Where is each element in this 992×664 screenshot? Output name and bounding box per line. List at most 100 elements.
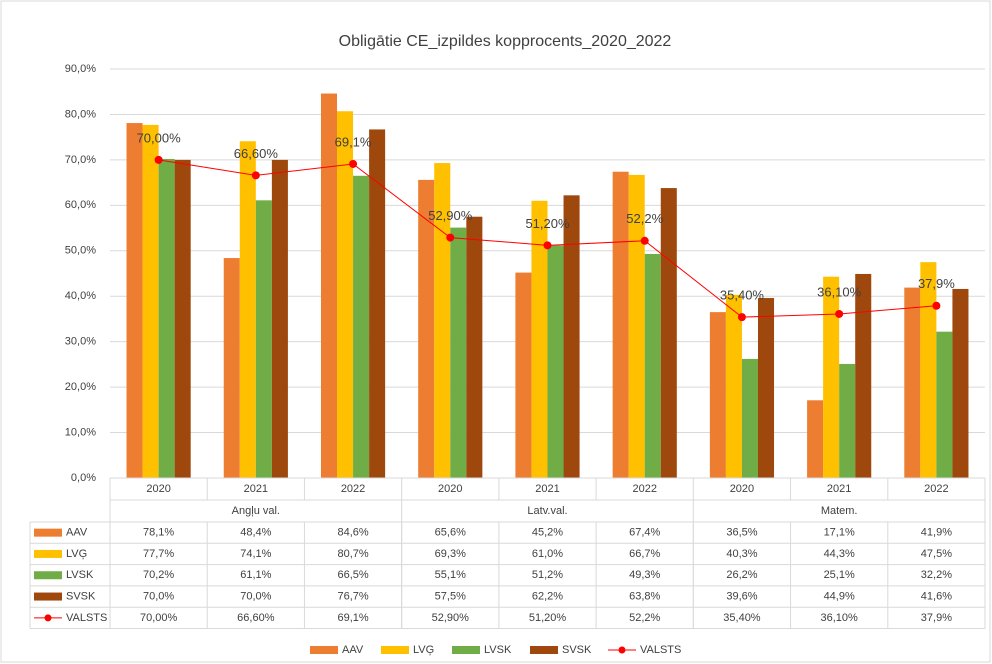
- table-series-name: LVĢ: [66, 548, 87, 560]
- y-tick-label: 0,0%: [71, 472, 96, 484]
- line-marker: [446, 233, 455, 242]
- bar: [353, 175, 370, 479]
- table-cell: 70,00%: [140, 612, 178, 624]
- table-cell: 66,5%: [337, 569, 368, 581]
- table-cell: 48,4%: [240, 527, 271, 539]
- bar: [369, 129, 386, 479]
- table-cell: 61,0%: [532, 548, 563, 560]
- table-cell: 35,40%: [723, 612, 761, 624]
- bar: [563, 195, 580, 478]
- table-cell: 69,3%: [435, 548, 466, 560]
- table-cell: 45,2%: [532, 527, 563, 539]
- table-cell: 17,1%: [824, 527, 855, 539]
- bar: [337, 111, 354, 478]
- group-label: Angļu val.: [232, 505, 280, 517]
- bar: [757, 298, 775, 478]
- bar: [255, 200, 272, 478]
- x-tick-label: 2022: [632, 483, 656, 495]
- bar: [271, 159, 288, 478]
- table-cell: 52,2%: [629, 612, 660, 624]
- table-cell: 41,9%: [921, 527, 952, 539]
- bar: [920, 262, 937, 478]
- bar: [839, 363, 856, 478]
- table-cell: 40,3%: [726, 548, 757, 560]
- table-cell: 39,6%: [726, 590, 757, 602]
- line-marker: [932, 301, 941, 310]
- data-label: 35,40%: [720, 288, 765, 303]
- x-tick-label: 2022: [924, 483, 948, 495]
- table-cell: 77,7%: [143, 548, 174, 560]
- line-marker: [349, 159, 358, 168]
- table-cell: 63,8%: [629, 590, 660, 602]
- table-cell: 47,5%: [921, 548, 952, 560]
- data-label: 70,00%: [137, 130, 182, 145]
- y-tick-label: 80,0%: [65, 108, 96, 120]
- y-tick-label: 30,0%: [65, 336, 96, 348]
- table-cell: 78,1%: [143, 527, 174, 539]
- table-cell: 44,3%: [824, 548, 855, 560]
- x-tick-label: 2022: [341, 483, 365, 495]
- table-cell: 62,2%: [532, 590, 563, 602]
- table-series-name: VALSTS: [66, 612, 107, 624]
- bar: [644, 253, 661, 478]
- bar: [547, 245, 564, 478]
- table-cell: 70,2%: [143, 569, 174, 581]
- bar: [709, 312, 726, 478]
- bar: [807, 400, 824, 478]
- table-cell: 66,7%: [629, 548, 660, 560]
- x-tick-label: 2021: [244, 483, 268, 495]
- x-tick-label: 2020: [146, 483, 170, 495]
- legend-label: SVSK: [562, 644, 592, 656]
- x-tick-label: 2020: [438, 483, 462, 495]
- legend-key-swatch: [310, 646, 338, 654]
- bar: [158, 158, 175, 479]
- bar: [660, 188, 677, 478]
- table-cell: 51,20%: [529, 612, 567, 624]
- legend-label: AAV: [342, 644, 364, 656]
- data-label: 36,10%: [817, 284, 862, 299]
- line-marker: [835, 309, 844, 318]
- x-tick-label: 2021: [827, 483, 851, 495]
- line-marker: [251, 171, 260, 180]
- table-cell: 36,5%: [726, 527, 757, 539]
- table-series-name: SVSK: [66, 590, 96, 602]
- bar: [628, 174, 645, 478]
- table-cell: 80,7%: [337, 548, 368, 560]
- line-marker: [543, 241, 552, 250]
- table-cell: 32,2%: [921, 569, 952, 581]
- table-cell: 36,10%: [821, 612, 859, 624]
- bar: [855, 273, 872, 478]
- table-cell: 84,6%: [337, 527, 368, 539]
- table-cell: 52,90%: [432, 612, 470, 624]
- bar: [612, 171, 629, 478]
- bar: [936, 331, 953, 478]
- table-series-name: AAV: [66, 527, 88, 539]
- bar: [450, 227, 467, 478]
- bar: [142, 124, 159, 478]
- table-cell: 61,1%: [240, 569, 271, 581]
- y-tick-label: 50,0%: [65, 245, 96, 257]
- data-label: 69,1%: [335, 134, 372, 149]
- data-label: 66,60%: [234, 146, 279, 161]
- legend-label: LVĢ: [413, 644, 434, 656]
- bar: [904, 287, 921, 478]
- table-cell: 70,0%: [240, 590, 271, 602]
- table-key-swatch: [34, 592, 62, 601]
- table-series-name: LVSK: [66, 569, 94, 581]
- y-tick-label: 90,0%: [65, 63, 96, 75]
- y-tick-label: 10,0%: [65, 426, 96, 438]
- table-cell: 26,2%: [726, 569, 757, 581]
- y-tick-label: 40,0%: [65, 290, 96, 302]
- data-label: 52,90%: [428, 208, 473, 223]
- y-tick-label: 70,0%: [65, 154, 96, 166]
- table-cell: 41,6%: [921, 590, 952, 602]
- table-cell: 57,5%: [435, 590, 466, 602]
- table-cell: 74,1%: [240, 548, 271, 560]
- chart-title: Obligātie CE_izpildes kopprocents_2020_2…: [339, 33, 672, 50]
- bar: [741, 358, 758, 478]
- legend-key-swatch: [530, 646, 558, 654]
- bar: [952, 288, 969, 478]
- table-cell: 67,4%: [629, 527, 660, 539]
- table-key-swatch: [34, 549, 62, 558]
- table-cell: 65,6%: [435, 527, 466, 539]
